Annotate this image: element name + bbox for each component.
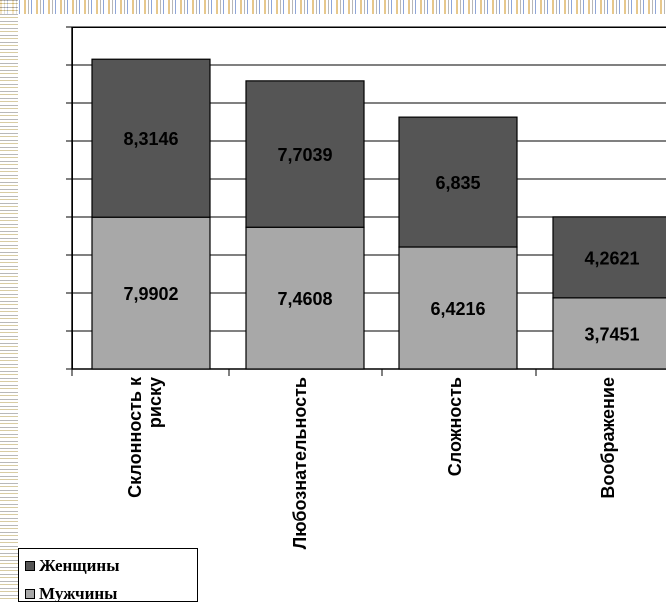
- legend-swatch-men: [25, 589, 35, 599]
- data-label-men-2: 6,4216: [430, 299, 485, 319]
- left-scan-noise: [0, 0, 18, 602]
- legend: Женщины Мужчины: [18, 548, 198, 602]
- category-label-curiosity: Любознательность: [290, 377, 310, 550]
- legend-swatch-women: [25, 561, 35, 571]
- bar-men-3: [552, 297, 666, 370]
- bar-women-2: [398, 116, 518, 248]
- data-label-men-3: 3,7451: [584, 324, 639, 344]
- data-label-women-2: 6,835: [435, 173, 480, 193]
- legend-item-women: Женщины: [25, 556, 120, 576]
- data-label-men-0: 7,9902: [123, 284, 178, 304]
- bar-women-1: [245, 80, 365, 228]
- bar-men-0: [91, 216, 211, 370]
- bar-men-1: [245, 226, 365, 370]
- data-label-women-3: 4,2621: [584, 248, 639, 268]
- data-label-women-1: 7,7039: [277, 145, 332, 165]
- legend-label-women: Женщины: [39, 556, 120, 575]
- legend-label-men: Мужчины: [39, 584, 118, 602]
- bar-women-0: [91, 58, 211, 218]
- bar-women-3: [552, 216, 666, 299]
- category-label-imagination: Воображение: [598, 377, 618, 499]
- legend-item-men: Мужчины: [25, 584, 118, 602]
- bar-men-2: [398, 246, 518, 370]
- data-label-men-1: 7,4608: [277, 289, 332, 309]
- data-label-women-0: 8,3146: [123, 129, 178, 149]
- category-label-complexity: Сложность: [445, 377, 465, 477]
- top-scan-noise: [0, 0, 666, 14]
